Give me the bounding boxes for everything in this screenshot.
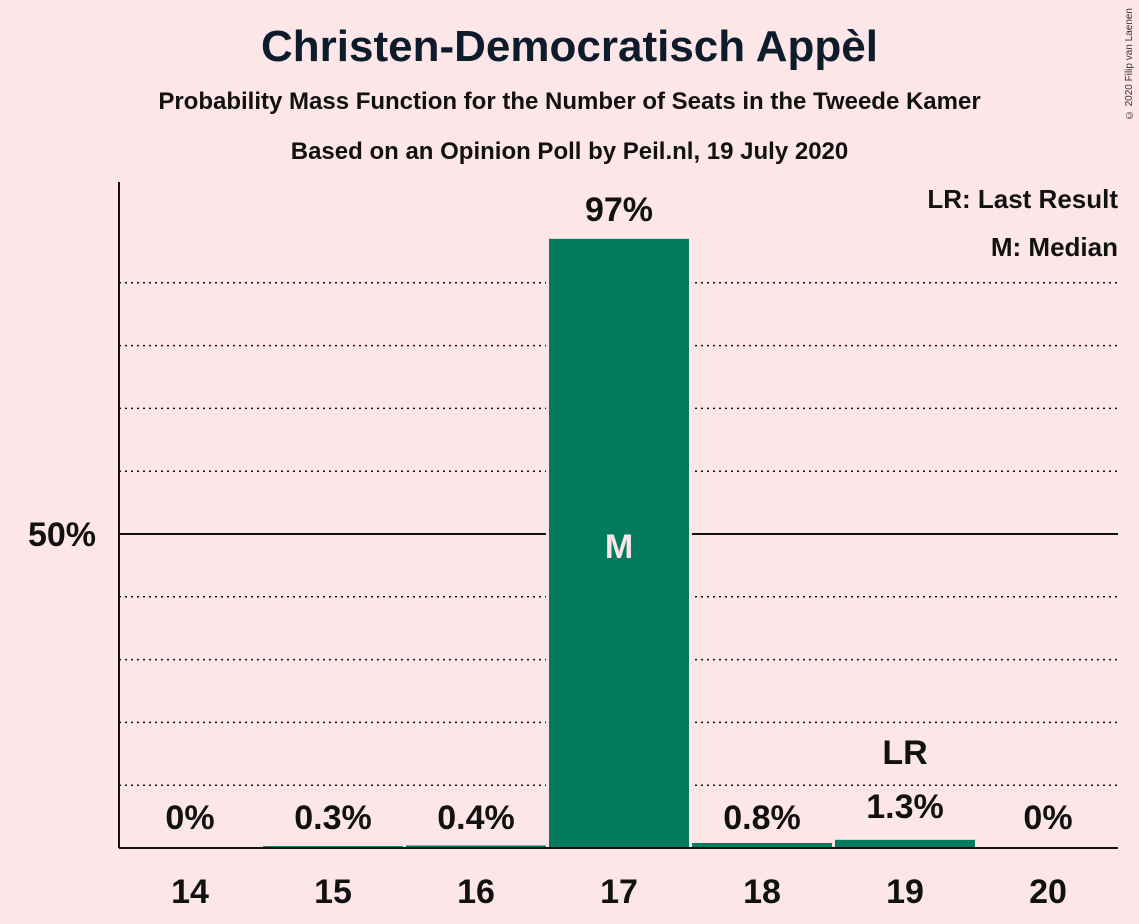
x-tick-label-15: 15 [314, 873, 352, 911]
chart-source: Based on an Opinion Poll by Peil.nl, 19 … [290, 138, 849, 165]
value-label-18: 0.8% [723, 799, 801, 837]
y-tick-label: 50% [28, 516, 96, 554]
value-label-14: 0% [165, 799, 214, 837]
value-label-15: 0.3% [294, 799, 372, 837]
x-tick-label-20: 20 [1029, 873, 1067, 911]
bar-17 [549, 238, 689, 849]
value-label-19: 1.3% [866, 788, 944, 826]
value-label-17: 97% [585, 191, 653, 229]
x-tick-label-14: 14 [171, 873, 209, 911]
chart-title: Christen-Democratisch Appèl [261, 22, 878, 71]
value-label-20: 0% [1023, 799, 1072, 837]
x-tick-label-19: 19 [886, 873, 924, 911]
bar-16 [406, 845, 546, 848]
bar-18 [692, 842, 832, 848]
x-tick-label-16: 16 [457, 873, 495, 911]
legend-last-result: LR: Last Result [927, 184, 1118, 214]
x-tick-label-18: 18 [743, 873, 781, 911]
chart-subtitle: Probability Mass Function for the Number… [158, 88, 981, 115]
last-result-marker: LR [882, 734, 927, 772]
bar-19 [835, 839, 975, 848]
x-tick-label-17: 17 [600, 873, 638, 911]
value-label-16: 0.4% [437, 799, 515, 837]
median-marker: M [605, 528, 633, 566]
legend-median: M: Median [990, 232, 1118, 262]
